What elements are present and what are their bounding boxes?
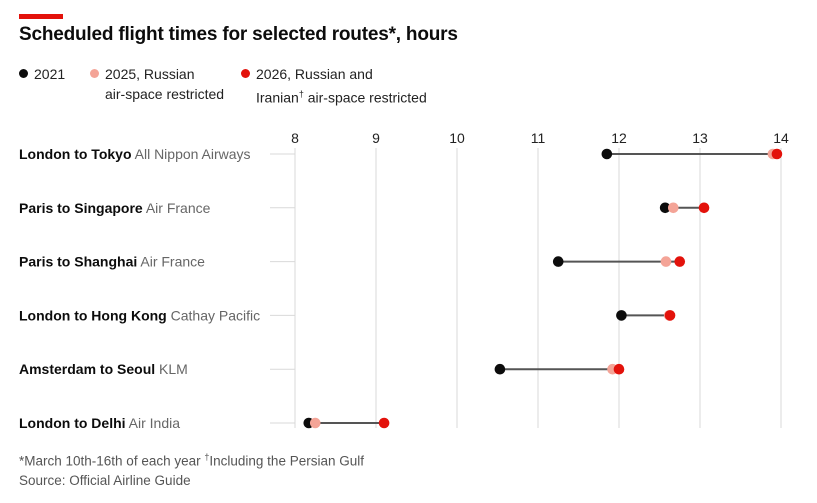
x-tick-label-10: 10 bbox=[449, 130, 465, 146]
legend-item-2021: 2021 bbox=[19, 64, 65, 84]
airline-name: Air France bbox=[143, 200, 211, 216]
point-2025 bbox=[660, 256, 672, 267]
x-tick-label-11: 11 bbox=[531, 130, 546, 146]
legend-label-2021: 2021 bbox=[34, 66, 66, 82]
brand-bar bbox=[19, 14, 63, 19]
point-2026 bbox=[378, 417, 390, 429]
legend-label-2025: 2025, Russian air-space restricted bbox=[105, 66, 225, 102]
footnote-dagger: † bbox=[204, 452, 210, 462]
source: Source: Official Airline Guide bbox=[19, 473, 191, 488]
chart-title: Scheduled flight times for selected rout… bbox=[19, 24, 458, 45]
row-label: London to Delhi Air India bbox=[19, 415, 180, 431]
legend-item-2026: 2026, Russian and Iranian† air-space res… bbox=[241, 64, 427, 108]
row-label: Paris to Singapore Air France bbox=[19, 200, 211, 216]
route-name: Paris to Singapore bbox=[19, 200, 143, 216]
airline-name: Air India bbox=[126, 415, 181, 431]
route-name: London to Tokyo bbox=[19, 146, 132, 162]
point-2026 bbox=[771, 148, 783, 160]
footnote-text: *March 10th-16th of each year bbox=[19, 453, 201, 469]
legend-item-2025: 2025, Russian air-space restricted bbox=[90, 64, 224, 104]
point-2026 bbox=[613, 363, 625, 375]
legend-dagger: † bbox=[298, 89, 304, 99]
legend-dot-2026 bbox=[241, 69, 250, 78]
route-name: Paris to Shanghai bbox=[19, 254, 137, 270]
legend-dot-2025 bbox=[90, 69, 99, 78]
point-2026 bbox=[698, 202, 710, 214]
airline-name: Cathay Pacific bbox=[167, 307, 260, 323]
route-name: London to Delhi bbox=[19, 415, 126, 431]
row-label: London to Tokyo All Nippon Airways bbox=[19, 146, 251, 162]
point-2021 bbox=[494, 363, 506, 375]
footnote-text-2: Including the Persian Gulf bbox=[209, 453, 364, 469]
point-2026 bbox=[664, 310, 676, 321]
legend-label-2026: 2026, Russian and Iranian† air-space res… bbox=[256, 66, 427, 106]
airline-name: KLM bbox=[155, 361, 188, 377]
point-2026 bbox=[674, 256, 686, 267]
x-tick-label-14: 14 bbox=[773, 130, 789, 146]
point-2025 bbox=[667, 202, 679, 214]
legend-dot-2021 bbox=[19, 69, 28, 78]
route-name: Amsterdam to Seoul bbox=[19, 361, 155, 377]
point-2025 bbox=[309, 417, 321, 429]
footnote: *March 10th-16th of each year †Including… bbox=[19, 452, 364, 469]
row-label: Amsterdam to Seoul KLM bbox=[19, 361, 188, 377]
row-label: Paris to Shanghai Air France bbox=[19, 254, 205, 270]
point-2021 bbox=[616, 310, 627, 321]
x-tick-label-13: 13 bbox=[692, 130, 708, 146]
airline-name: All Nippon Airways bbox=[132, 146, 251, 162]
row-label: London to Hong Kong Cathay Pacific bbox=[19, 307, 260, 323]
point-2021 bbox=[659, 202, 671, 214]
x-tick-label-12: 12 bbox=[611, 130, 627, 146]
x-tick-label-9: 9 bbox=[372, 130, 380, 146]
airline-name: Air France bbox=[137, 254, 205, 270]
point-2021 bbox=[601, 148, 613, 160]
route-name: London to Hong Kong bbox=[19, 307, 167, 323]
point-2021 bbox=[552, 256, 564, 267]
x-tick-label-8: 8 bbox=[291, 130, 299, 146]
